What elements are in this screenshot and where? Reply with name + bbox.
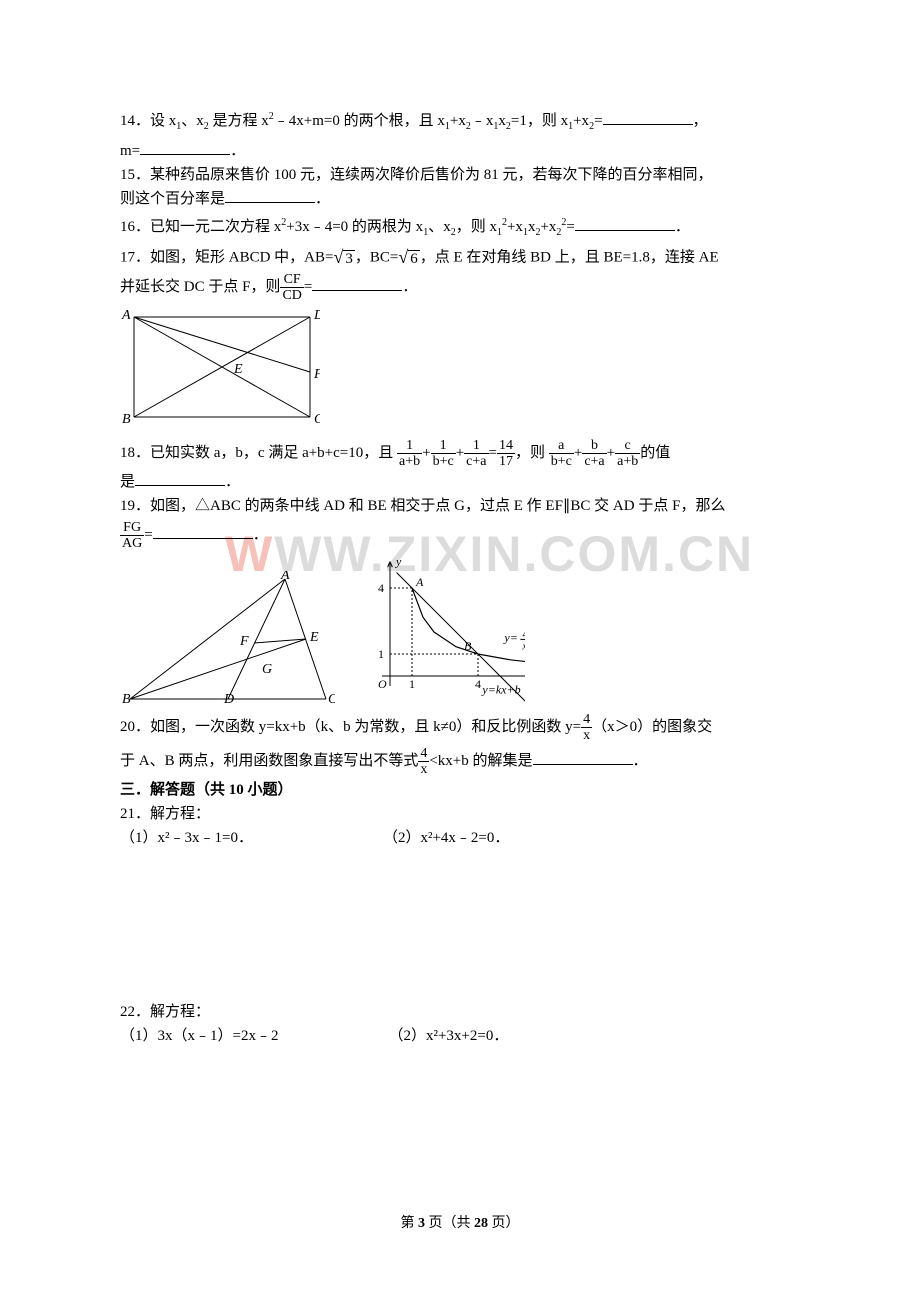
q21-part1: （1）x²﹣3x﹣1=0．: [120, 830, 253, 846]
q20-line2: 于 A、B 两点，利用函数图象直接写出不等式4x<kx+b 的解集是．: [120, 744, 820, 778]
svg-text:A: A: [121, 308, 131, 323]
q20-line1: 20．如图，一次函数 y=kx+b（k、b 为常数，且 k≠0）和反比例函数 y…: [120, 710, 820, 744]
q14-line2: m=．: [120, 139, 820, 163]
svg-text:A: A: [415, 575, 424, 589]
q17-line1: 17．如图，矩形 ABCD 中，AB=√3，BC=√6，点 E 在对角线 BD …: [120, 245, 820, 271]
svg-text:1: 1: [378, 647, 384, 661]
svg-text:F: F: [313, 367, 320, 382]
svg-text:y: y: [395, 556, 402, 569]
q15-line2: 则这个百分率是．: [120, 187, 820, 211]
svg-text:B: B: [122, 692, 131, 706]
page-footer: 第 3 页（共 28 页）: [0, 1212, 920, 1232]
q21-part2: （2）x²+4x﹣2=0．: [383, 830, 509, 846]
figure-19-triangle: A B C D E FG: [120, 571, 335, 706]
q18-line1: 18．已知实数 a，b，c 满足 a+b+c=10，且 1a+b+1b+c+1c…: [120, 436, 820, 470]
q22-parts: （1）3x（x﹣1）=2x﹣2 （2）x²+3x+2=0．: [120, 1024, 820, 1048]
q21-header: 21．解方程：: [120, 802, 820, 826]
q20-blank: [533, 749, 633, 765]
q17-blank: [312, 275, 402, 291]
q15-blank: [225, 187, 315, 203]
q14-text: 14．设 x: [120, 113, 176, 129]
section-3-title: 三．解答题（共 10 小题）: [120, 778, 820, 802]
svg-text:1: 1: [409, 677, 415, 691]
svg-text:B: B: [122, 412, 131, 427]
footer-total-pages: 28: [474, 1216, 488, 1231]
q14-blank1: [603, 109, 693, 125]
svg-text:4: 4: [475, 677, 481, 691]
svg-text:4: 4: [522, 628, 525, 640]
q22-header: 22．解方程：: [120, 1000, 820, 1024]
svg-text:G: G: [262, 662, 272, 677]
svg-text:A: A: [280, 571, 290, 583]
svg-text:C: C: [328, 692, 335, 706]
svg-text:x: x: [521, 640, 525, 652]
q21-parts: （1）x²﹣3x﹣1=0． （2）x²+4x﹣2=0．: [120, 826, 820, 850]
q22-part1: （1）3x（x﹣1）=2x﹣2: [120, 1028, 278, 1044]
svg-text:B: B: [464, 639, 472, 653]
svg-text:F: F: [239, 634, 249, 649]
svg-text:D: D: [223, 692, 234, 706]
q19-line2: FGAG=．: [120, 518, 820, 552]
q18-blank: [135, 470, 225, 486]
q22-part2: （2）x²+3x+2=0．: [388, 1028, 508, 1044]
q17-line2: 并延长交 DC 于点 F，则CFCD=．: [120, 271, 820, 303]
svg-text:C: C: [314, 412, 320, 427]
q19-line1: 19．如图，△ABC 的两条中线 AD 和 BE 相交于点 G，过点 E 作 E…: [120, 494, 820, 518]
svg-text:D: D: [313, 308, 320, 323]
svg-text:E: E: [309, 630, 319, 645]
svg-text:y=kx+b: y=kx+b: [481, 683, 520, 697]
figures-row: ABCDEFG xyO1414ABy=4xy=kx+b: [120, 556, 820, 706]
workspace-21: [120, 850, 820, 1000]
svg-text:O: O: [378, 677, 387, 691]
q14-blank2: [140, 139, 230, 155]
svg-text:4: 4: [378, 581, 384, 595]
svg-text:E: E: [233, 362, 243, 377]
footer-current-page: 3: [418, 1216, 425, 1231]
svg-text:y=: y=: [503, 630, 517, 644]
q19-blank: [153, 523, 253, 539]
q16-blank: [575, 215, 675, 231]
q18-line2: 是．: [120, 470, 820, 494]
q14-line1: 14．设 x1、x2 是方程 x2﹣4x+m=0 的两个根，且 x1+x2﹣x1…: [120, 105, 820, 139]
page-content: 14．设 x1、x2 是方程 x2﹣4x+m=0 的两个根，且 x1+x2﹣x1…: [120, 105, 820, 1048]
figure-20-graph: xyO1414ABy=4xy=kx+b: [355, 556, 525, 706]
q16-line: 16．已知一元二次方程 x2+3x﹣4=0 的两根为 x1、x2，则 x12+x…: [120, 211, 820, 245]
figure-17-rectangle: A D B C E F: [120, 307, 820, 432]
q15-line1: 15．某种药品原来售价 100 元，连续两次降价后售价为 81 元，若每次下降的…: [120, 163, 820, 187]
